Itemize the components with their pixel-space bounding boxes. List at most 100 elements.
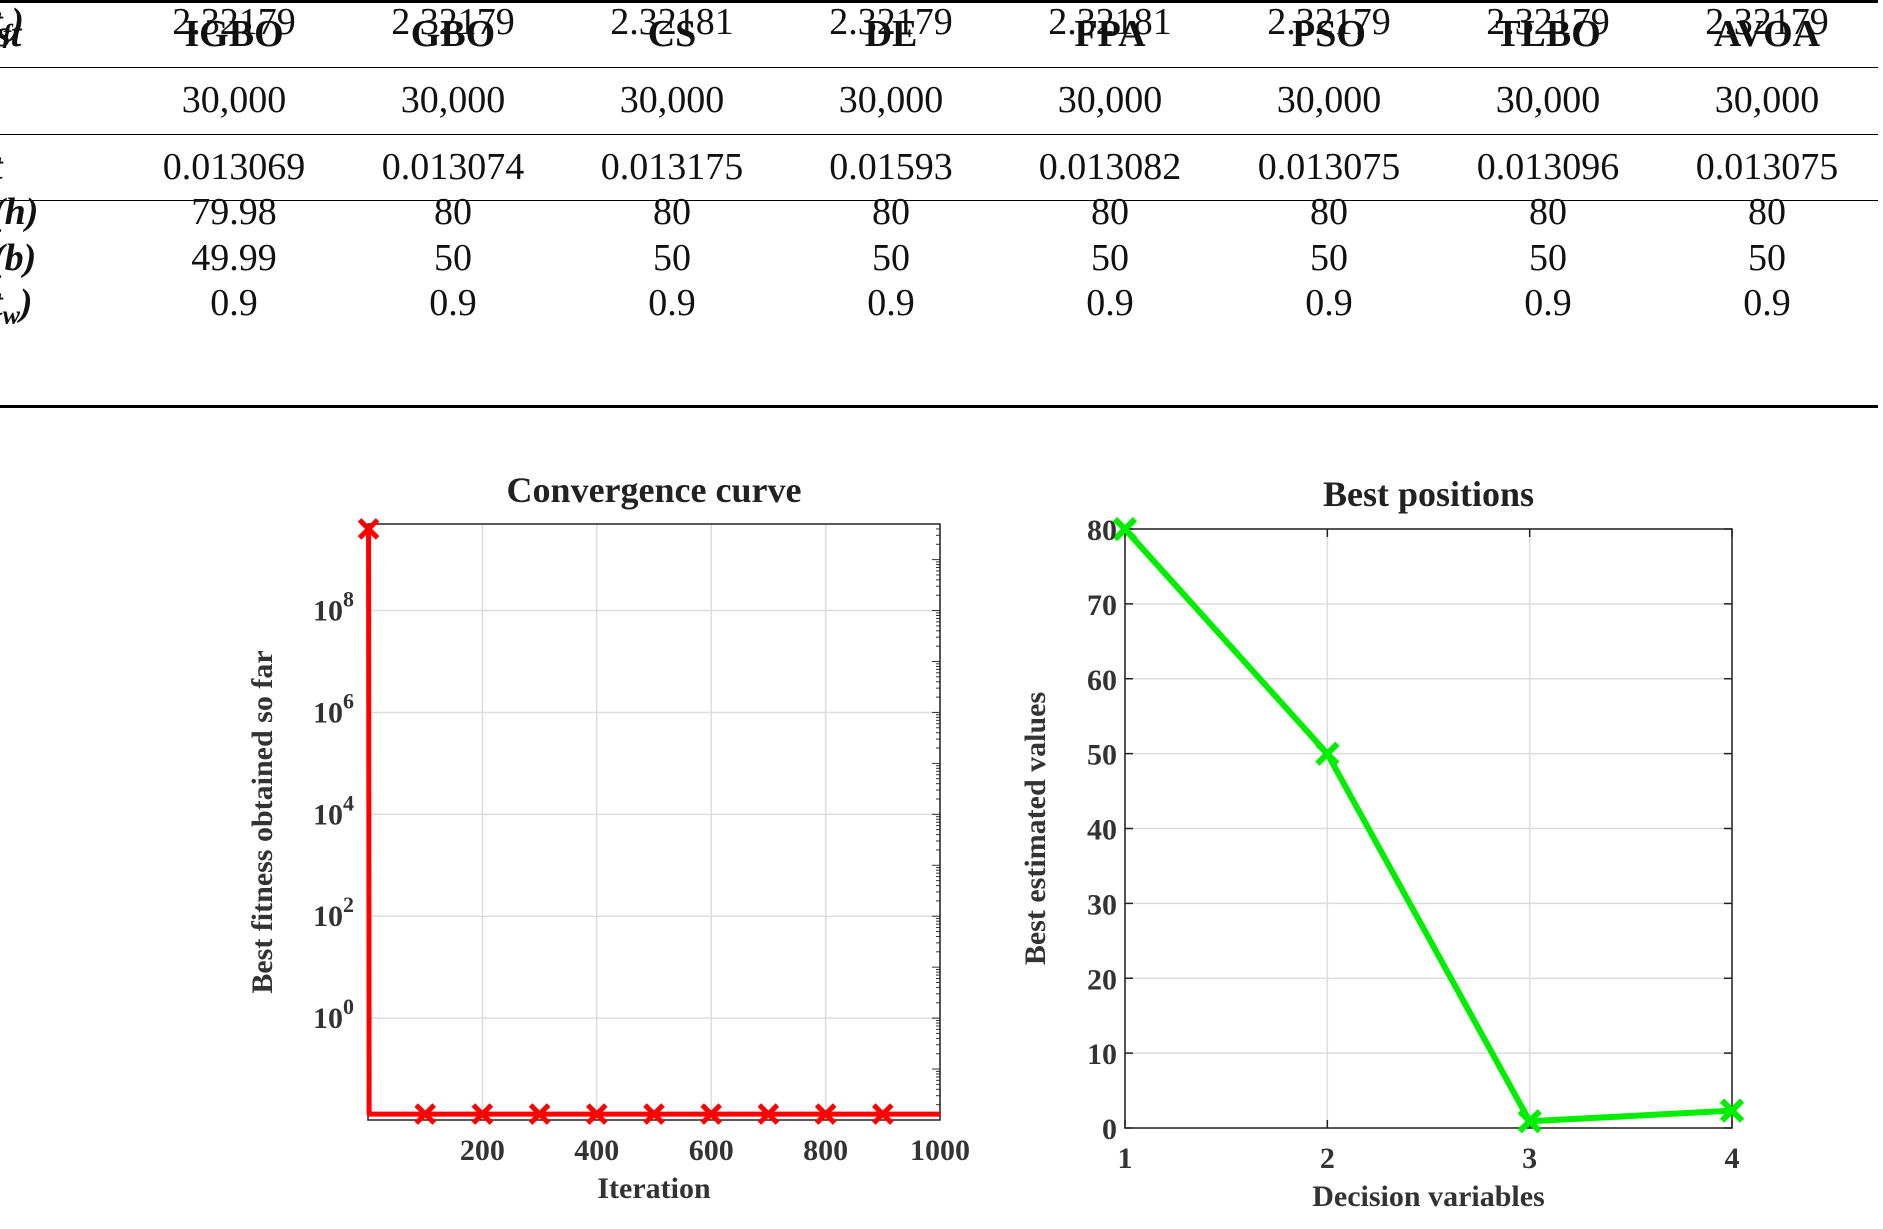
table-cell: 50 (1748, 237, 1786, 279)
marker-stroke (1517, 1109, 1542, 1134)
y-tick-base: 10 (313, 798, 343, 831)
table-top-rule (0, 0, 1878, 3)
convergence-chart: 200 400 600 800 1000100102104106108Convergen… (246, 470, 970, 1205)
table-cell: 50 (1091, 237, 1129, 279)
marker-stroke (643, 1103, 665, 1125)
table-cell: 30,000 (181, 79, 287, 121)
x-tick-label: 800 (803, 1134, 848, 1167)
table-cell: 2.32181 (1048, 1, 1172, 43)
data-point-marker (700, 1103, 722, 1125)
y-tick-label: 0 (1102, 1113, 1117, 1146)
y-tick-label: 106 (313, 688, 354, 729)
table-cell: 80 (1529, 191, 1567, 233)
table-cell: 0.9 (1743, 282, 1791, 324)
table-cell: 0.9 (648, 282, 696, 324)
table-cell: 2.32179 (1267, 1, 1391, 43)
table-cell: 0.9 (1305, 282, 1353, 324)
marker-stroke (1315, 741, 1340, 766)
marker-stroke (872, 1103, 894, 1125)
table-rule (0, 67, 1878, 68)
table-cell: 30,000 (400, 79, 506, 121)
y-tick-label: 80 (1087, 514, 1117, 547)
row-label: tf) (0, 1, 24, 49)
column-header-tlbo: TLBO (1495, 13, 1601, 55)
marker-stroke (414, 1103, 436, 1125)
table-cell: 2.32179 (172, 1, 296, 43)
column-header-igbo: IGBO (184, 13, 284, 55)
table-cell: 2.32179 (1486, 1, 1610, 43)
marker-stroke (357, 518, 380, 540)
row-label: t (0, 145, 3, 189)
row-label: (h) (0, 191, 39, 233)
x-axis-label: Iteration (597, 1172, 711, 1205)
table-cell: 49.99 (191, 237, 277, 279)
table-cell: 0.9 (429, 282, 477, 324)
marker-stroke (1719, 1098, 1745, 1123)
x-axis-label: Decision variables (1312, 1180, 1545, 1213)
column-header-avoa: AVOA (1713, 13, 1821, 55)
column-header-de: DE (864, 13, 918, 55)
y-tick-base: 10 (313, 595, 343, 628)
y-tick-exponent: 2 (343, 892, 354, 917)
data-point-marker (471, 1103, 494, 1125)
y-tick-exponent: 6 (343, 688, 354, 713)
column-header-gbo: GBO (410, 13, 496, 55)
y-tick-base: 10 (313, 696, 343, 729)
table-bottom-rule (0, 405, 1878, 408)
table-cell: 80 (434, 191, 472, 233)
y-tick-label: 10 (1087, 1038, 1117, 1071)
data-point-marker (1719, 1098, 1745, 1123)
positions-line (1122, 527, 1733, 1125)
table-cell: 30,000 (1057, 79, 1163, 121)
y-tick-exponent: 8 (343, 587, 354, 612)
chart-title: Best positions (1323, 474, 1534, 514)
table-cell: 2.32179 (391, 1, 515, 43)
data-point-marker (1112, 517, 1138, 542)
plot-frame (1124, 528, 1733, 1129)
x-tick-label: 600 (689, 1134, 734, 1167)
table-cell: 30,000 (838, 79, 944, 121)
table-cell: 80 (653, 191, 691, 233)
marker-stroke (586, 1103, 608, 1125)
table-cell: 0.013096 (1476, 146, 1620, 188)
data-point-marker (1517, 1109, 1542, 1134)
table-cell: 0.013075 (1695, 146, 1839, 188)
y-tick-base: 10 (313, 1002, 343, 1035)
table-cell: 0.9 (1086, 282, 1134, 324)
table-cell: 2.32179 (829, 1, 953, 43)
y-tick-exponent: 4 (343, 790, 354, 815)
data-point-marker (872, 1103, 894, 1125)
data-point-marker (357, 518, 380, 540)
data-point-marker (643, 1103, 665, 1125)
marker-stroke (700, 1103, 722, 1125)
table-cell: 0.9 (867, 282, 915, 324)
table-cell: 0.9 (1524, 282, 1572, 324)
table-corner-label: st (0, 13, 22, 55)
data-point-marker (414, 1103, 436, 1125)
table-cell: 0.013175 (600, 146, 744, 188)
table-cell: 2.32179 (1705, 1, 1829, 43)
table-cell: 2.32181 (610, 1, 734, 43)
table-cell: 79.98 (191, 191, 277, 233)
table-cell: 0.01593 (829, 146, 953, 188)
y-tick-label: 102 (313, 892, 354, 933)
y-tick-label: 50 (1087, 739, 1117, 772)
table-cell: 50 (653, 237, 691, 279)
x-tick-label: 3 (1522, 1142, 1537, 1175)
table-cell: 50 (1310, 237, 1348, 279)
data-point-marker (757, 1103, 780, 1125)
x-tick-label: 1000 (910, 1134, 970, 1167)
row-label: (b) (0, 237, 37, 279)
y-tick-label: 100 (313, 994, 354, 1035)
table-cell: 0.013075 (1257, 146, 1401, 188)
table-cell: 50 (1529, 237, 1567, 279)
y-axis-label: Best estimated values (1019, 692, 1052, 965)
marker-stroke (1112, 517, 1138, 542)
table-cell: 0.013074 (381, 146, 525, 188)
data-point-marker (528, 1103, 551, 1125)
table-cell: 80 (1310, 191, 1348, 233)
y-tick-label: 40 (1087, 814, 1117, 847)
table-cell: 50 (872, 237, 910, 279)
table-rule (0, 134, 1878, 135)
